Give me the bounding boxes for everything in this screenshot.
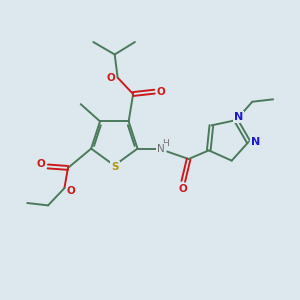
Text: O: O bbox=[107, 73, 116, 83]
Text: S: S bbox=[111, 162, 119, 172]
Text: N: N bbox=[157, 144, 165, 154]
Text: O: O bbox=[37, 159, 46, 169]
Text: O: O bbox=[157, 87, 165, 97]
Text: N: N bbox=[251, 137, 261, 147]
Text: O: O bbox=[67, 185, 75, 196]
Text: N: N bbox=[234, 112, 243, 122]
Text: H: H bbox=[162, 139, 169, 148]
Text: O: O bbox=[179, 184, 188, 194]
